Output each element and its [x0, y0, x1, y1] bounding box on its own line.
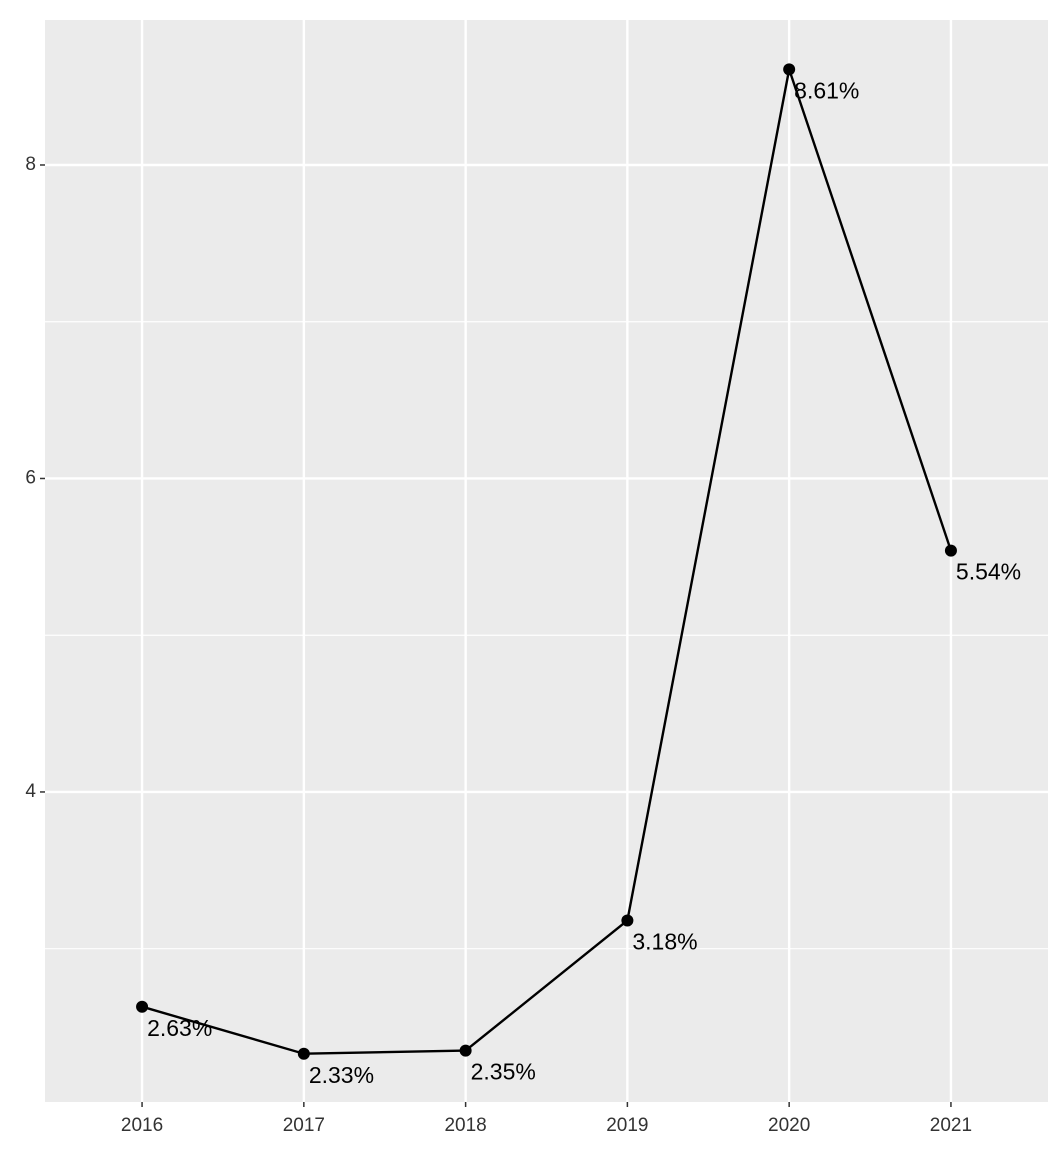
x-tick-label: 2021 — [930, 1115, 972, 1136]
panel-background — [45, 20, 1048, 1102]
x-tick-label: 2018 — [444, 1115, 486, 1136]
data-label: 8.61% — [794, 77, 859, 103]
y-tick-label: 6 — [25, 467, 36, 488]
y-tick-label: 8 — [25, 154, 36, 175]
point — [783, 63, 796, 76]
line — [141, 64, 953, 1055]
point — [459, 1044, 472, 1057]
point — [136, 1000, 149, 1013]
x-tick-label: 2019 — [606, 1115, 648, 1136]
point — [944, 544, 957, 557]
point — [297, 1047, 310, 1060]
point — [621, 914, 634, 927]
data-label: 5.54% — [956, 559, 1021, 585]
x-tick-label: 2020 — [768, 1115, 810, 1136]
x-tick-label: 2017 — [283, 1115, 325, 1136]
data-label: 2.35% — [471, 1059, 536, 1085]
x-tick-label: 2016 — [121, 1115, 163, 1136]
y-tick-label: 4 — [25, 781, 36, 802]
data-label: 2.33% — [309, 1062, 374, 1088]
data-label: 2.63% — [147, 1015, 212, 1041]
data-label: 3.18% — [632, 929, 697, 955]
